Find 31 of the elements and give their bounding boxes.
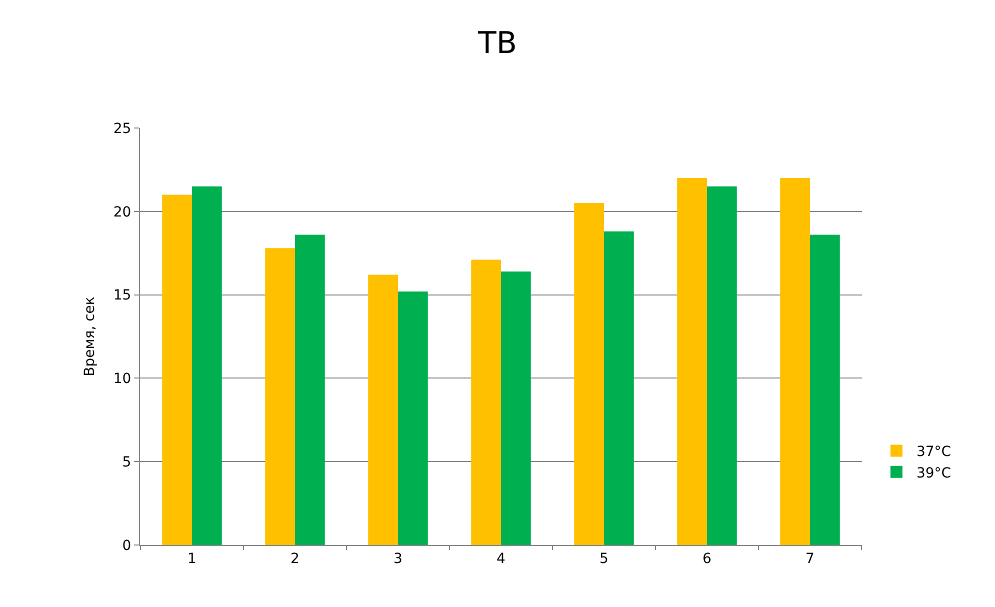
legend-label: 37°C: [916, 444, 952, 460]
y-tick-label: 5: [122, 454, 132, 470]
chart-title: ТВ: [477, 26, 517, 61]
y-axis-title: Время, сек: [82, 296, 98, 376]
bar: [707, 186, 737, 545]
bar: [192, 186, 222, 545]
y-tick-label: 20: [113, 204, 132, 220]
x-tick-label: 3: [394, 550, 402, 567]
bar: [368, 274, 398, 545]
x-tick-label: 1: [188, 550, 196, 567]
bar: [162, 194, 192, 545]
bar: [604, 231, 634, 545]
bar: [574, 203, 604, 545]
y-tick-label: 25: [113, 120, 132, 137]
bar: [810, 234, 840, 545]
y-tick-label: 10: [113, 371, 132, 388]
x-tick-label: 5: [600, 550, 608, 567]
bar: [471, 260, 501, 545]
x-tick-label: 6: [702, 550, 712, 567]
x-tick-label: 7: [806, 550, 814, 567]
x-tick-label: 2: [290, 550, 300, 567]
bar: [265, 248, 295, 545]
x-tick-label: 4: [496, 550, 506, 567]
y-tick-label: 15: [113, 288, 132, 304]
bar: [398, 291, 428, 545]
bar: [780, 178, 810, 545]
y-tick-label: 0: [122, 538, 132, 554]
bar: [677, 178, 707, 545]
bar: [295, 234, 325, 545]
legend-label: 39°C: [916, 465, 952, 482]
bar: [501, 271, 531, 545]
